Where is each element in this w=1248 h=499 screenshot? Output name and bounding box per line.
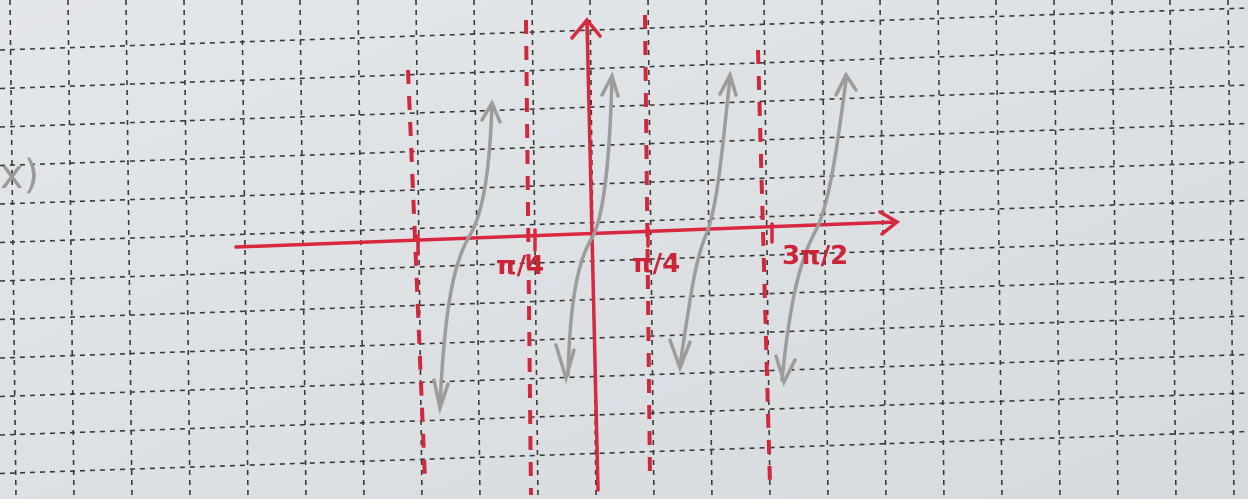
grid-line xyxy=(0,84,1248,128)
asymptote xyxy=(756,49,772,486)
grid-line xyxy=(0,45,1248,90)
tick-label: π/4 xyxy=(496,251,544,281)
grid-line xyxy=(183,0,191,499)
grid-line xyxy=(0,7,1248,51)
grid-line xyxy=(415,0,423,499)
grid-line xyxy=(9,0,17,499)
curve-branch xyxy=(566,71,620,377)
grid-line xyxy=(763,0,771,499)
tick-label: 3π/2 xyxy=(782,241,848,271)
grid-line xyxy=(299,0,307,499)
grid-line xyxy=(647,0,655,499)
curve-branch xyxy=(678,70,738,367)
y-axis xyxy=(570,17,602,492)
grid-line xyxy=(589,0,597,499)
grid-line xyxy=(0,430,1248,475)
grid-line xyxy=(1227,0,1235,499)
curve-arrowheads xyxy=(432,338,797,415)
grid-line xyxy=(0,199,1248,244)
grid-line xyxy=(0,353,1248,398)
grid-line xyxy=(1169,0,1177,499)
grid-line xyxy=(0,161,1248,205)
grid-line xyxy=(0,122,1248,167)
grid-line xyxy=(705,0,713,499)
grid-line xyxy=(67,0,75,499)
function-fragment: x) xyxy=(0,152,39,198)
grid-line xyxy=(0,276,1248,321)
grid-line xyxy=(531,0,539,499)
grid-line xyxy=(0,392,1248,436)
tick-label: π/4 xyxy=(632,249,680,279)
x-axis xyxy=(234,210,901,249)
grid-line xyxy=(821,0,829,499)
grid-line xyxy=(0,315,1248,359)
curve-branch xyxy=(438,99,502,407)
grid-line xyxy=(937,0,945,499)
grid-line xyxy=(1111,0,1119,499)
grid-line xyxy=(473,0,481,499)
curve-branch xyxy=(780,71,858,382)
grid-line xyxy=(879,0,887,499)
grid-line xyxy=(1053,0,1061,499)
grid-line xyxy=(357,0,365,499)
grid-line xyxy=(241,0,249,499)
asymptote xyxy=(406,69,427,481)
grid-line xyxy=(0,238,1248,282)
asymptote xyxy=(524,19,533,496)
grid-line xyxy=(995,0,1003,499)
axis-ticks xyxy=(416,222,774,256)
grid-line xyxy=(125,0,133,499)
